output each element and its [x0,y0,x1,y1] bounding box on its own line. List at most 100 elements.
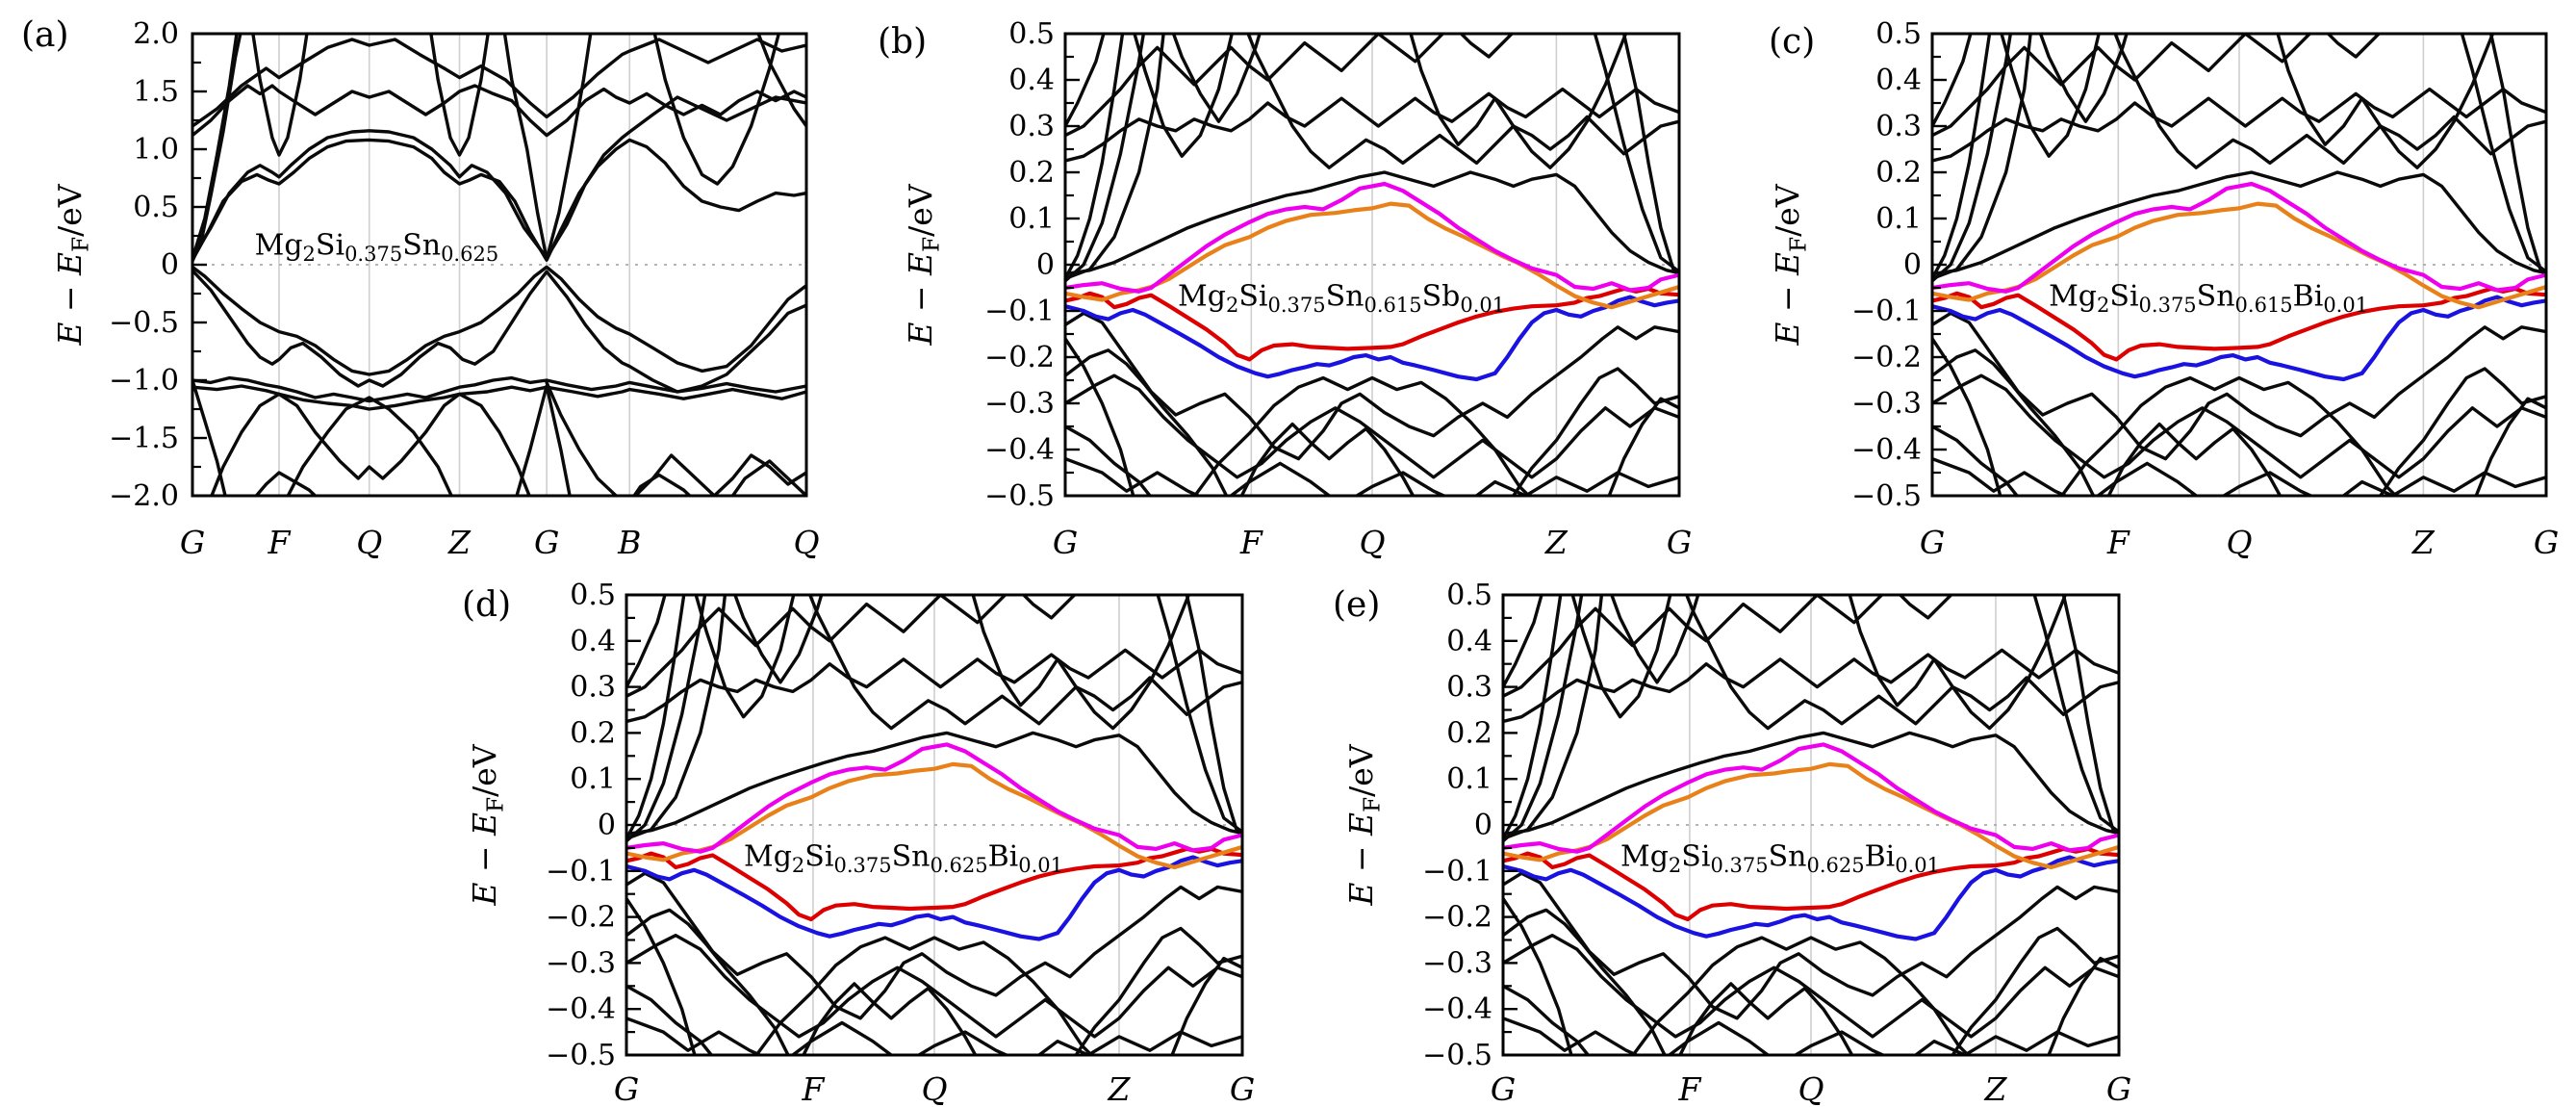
band-line [192,34,239,261]
band-line [192,384,806,411]
band-line [192,375,806,403]
band-line [1192,375,1532,496]
y-tick-label: 0.2 [1446,716,1492,750]
y-tick-label: 0.1 [570,762,616,796]
band-line [971,595,1191,731]
band-line [2488,34,2546,278]
band-line [1932,425,2020,496]
band-line [626,1017,1242,1055]
doped-band-line-red [1503,846,2119,922]
band-line [1065,456,1679,496]
band-line [1503,934,2119,1039]
band-line [631,473,693,496]
k-point-label: Z [1544,524,1569,561]
band-line [626,595,727,840]
band-line [502,34,548,261]
doped-band-line-magenta [626,742,1242,854]
k-point-label: G [1230,1070,1255,1107]
y-tick-label: 0.3 [1008,110,1055,143]
band-line [626,984,714,1055]
band-line [1503,731,2119,837]
band-line [626,871,1242,1020]
band-line [1503,595,1563,840]
band-line [2038,34,2129,123]
y-tick-label: 0.5 [1875,17,1922,51]
band-line [626,731,1242,837]
y-tick-label: −0.3 [1851,387,1922,421]
band-line [192,38,806,128]
y-tick-label: 1.0 [133,133,179,167]
y-tick-label: 0.2 [570,716,616,750]
band-line [1932,34,1992,281]
band-line [1932,373,2546,479]
band-line [1503,908,1667,1055]
y-tick-label: −0.5 [546,1039,616,1072]
k-point-label: G [614,1070,639,1107]
band-line [1065,311,1679,461]
y-tick-label: 0 [1036,248,1055,282]
k-point-label: Q [793,524,819,561]
band-line [1074,926,1242,1055]
k-point-label: G [2534,524,2559,561]
band-line [1593,34,1679,273]
band-line [1932,311,2546,461]
band-line [1065,348,1229,496]
y-tick-label: 0 [598,809,616,842]
y-tick-label: −0.3 [546,946,616,980]
k-point-label: G [1053,524,1078,561]
y-tick-label: 0.2 [1875,156,1922,190]
y-tick-label: −0.3 [984,387,1055,421]
y-tick-label: −0.2 [1422,901,1492,935]
panel-tag: (e) [1333,585,1380,625]
band-line [1503,984,1591,1055]
y-tick-label: 0.5 [570,579,616,612]
band-line [192,269,806,394]
k-point-label: F [2106,524,2130,561]
y-tick-label: −0.5 [1851,479,1922,513]
band-line [756,34,806,128]
y-tick-label: −0.4 [1851,433,1922,467]
band-line [2061,595,2119,838]
k-point-label: G [2106,1070,2131,1107]
band-line [1065,34,1106,128]
y-tick-label: −0.4 [1422,992,1492,1026]
composition-annotation: Mg2Si0.375Sn0.615Sb0.01 [1178,280,1505,318]
k-point-label: F [801,1070,825,1107]
band-line [2047,956,2119,1055]
band-line [1932,170,2546,276]
band-line [192,84,806,138]
k-point-label: Z [1984,1070,2008,1107]
band-line [1409,34,1628,169]
y-tick-label: 0 [1903,248,1922,282]
y-axis-label: E − EF/eV [902,183,944,347]
band-line [2032,595,2119,834]
band-line [1185,595,1242,838]
band-line [1848,595,2068,731]
k-point-label: Q [1359,524,1385,561]
band-line [1631,936,1971,1055]
band-line [545,34,593,261]
band-line [1932,34,2032,281]
y-tick-label: −0.1 [984,295,1055,328]
panel-e: 0.50.40.30.20.10−0.1−0.2−0.3−0.4−0.5G F Q Z… [1333,579,2131,1107]
y-tick-label: 0.5 [1446,579,1492,612]
k-point-label: Q [2226,524,2252,561]
band-line [1065,170,1679,276]
band-line [1951,926,2119,1055]
doped-band-line-red [626,846,1242,922]
band-line [2474,397,2546,496]
band-line [251,34,309,157]
y-tick-label: 0.2 [1008,156,1055,190]
band-line [2460,34,2546,273]
y-axis-label: E − EF/eV [51,183,93,347]
band-line [1156,595,1242,834]
band-line [1511,367,1679,496]
band-line [626,908,790,1055]
y-tick-label: 0.3 [570,671,616,705]
y-tick-label: 0 [1474,809,1492,842]
y-tick-label: 0.1 [1446,762,1492,796]
band-line [192,378,227,496]
y-tick-label: 0.4 [570,625,616,658]
band-line [1932,456,2546,496]
panel-a: 2.01.51.00.50−0.5−1.0−1.5−2.0G F Q Z G B QE − … [21,15,820,561]
